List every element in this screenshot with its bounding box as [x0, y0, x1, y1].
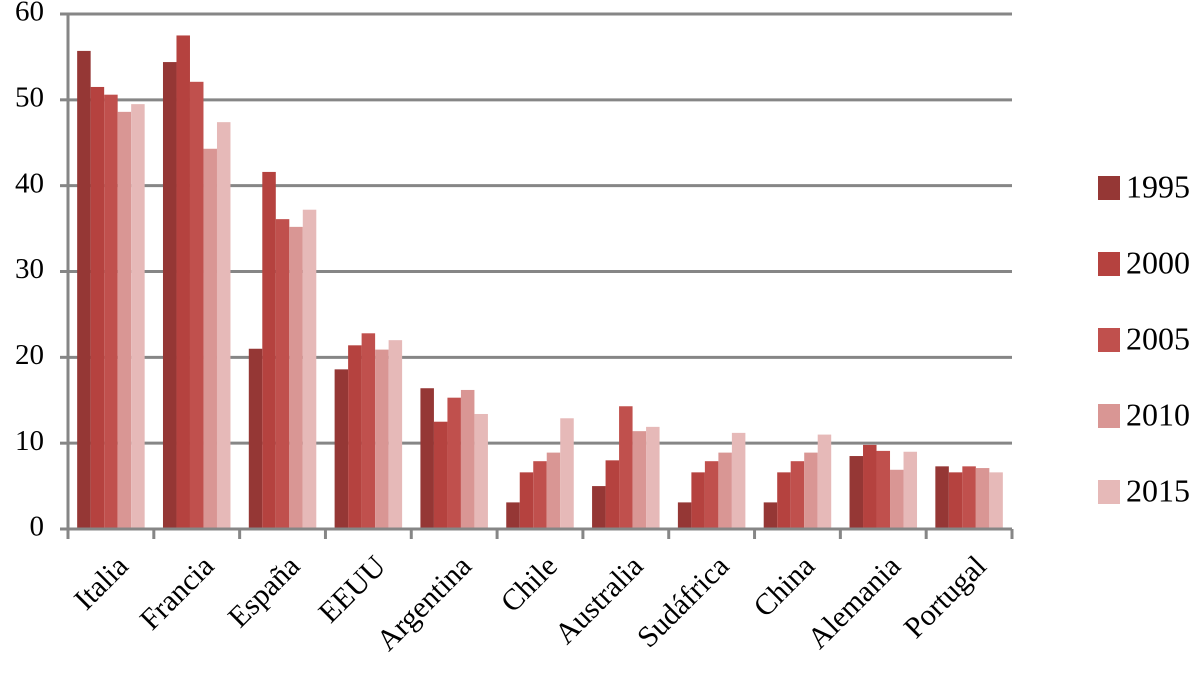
bar	[433, 421, 448, 529]
bar	[519, 472, 534, 529]
bar	[302, 209, 317, 529]
bar	[162, 62, 177, 530]
bar	[460, 389, 475, 529]
bar	[275, 219, 290, 529]
bar	[948, 472, 963, 529]
x-tick-label: China	[747, 549, 821, 623]
legend-swatch	[1098, 328, 1120, 352]
bar	[216, 122, 231, 530]
x-tick-label: Italia	[68, 549, 135, 616]
y-tick-label: 10	[15, 425, 44, 457]
legend-label: 2010	[1126, 396, 1190, 432]
x-tick-label: Chile	[495, 549, 564, 618]
x-tick-label: Argentina	[370, 549, 478, 657]
bar	[131, 104, 145, 529]
bar	[560, 418, 574, 529]
legend-swatch	[1098, 404, 1120, 428]
bar	[77, 50, 91, 530]
bar	[903, 451, 918, 529]
bar	[533, 461, 547, 529]
y-tick-label: 20	[15, 339, 44, 371]
x-tick-label: Francia	[134, 549, 221, 636]
bar	[763, 502, 778, 529]
bar	[890, 469, 904, 529]
bar	[104, 94, 118, 529]
bar	[975, 468, 990, 529]
bar	[731, 432, 746, 529]
legend-swatch	[1098, 252, 1120, 276]
y-tick-label: 60	[15, 0, 44, 28]
bar	[876, 450, 891, 529]
legend-swatch	[1098, 480, 1120, 504]
bar	[248, 348, 263, 529]
bar	[361, 333, 376, 529]
bar	[619, 406, 633, 529]
bar	[962, 466, 976, 529]
x-tick-label: España	[222, 549, 307, 634]
bar	[790, 461, 805, 529]
bar	[605, 460, 620, 529]
legend-label: 1995	[1126, 168, 1190, 204]
bar	[989, 472, 1003, 529]
bar	[704, 461, 719, 529]
bar	[546, 452, 561, 529]
legend-label: 2015	[1126, 472, 1190, 508]
bar	[189, 81, 204, 529]
bar	[176, 35, 190, 529]
bar	[375, 349, 389, 529]
legend-swatch	[1098, 176, 1120, 200]
bar	[203, 148, 217, 529]
x-tick-label: EEUU	[312, 549, 392, 629]
bar	[334, 369, 349, 529]
bar	[677, 502, 692, 529]
bar	[935, 466, 949, 529]
bar	[863, 444, 877, 529]
bar	[388, 340, 403, 529]
bar	[117, 111, 132, 529]
bar	[447, 397, 461, 529]
bar	[804, 452, 818, 529]
bar	[817, 434, 832, 529]
bar	[718, 452, 732, 529]
bar	[348, 345, 362, 529]
bar	[691, 472, 705, 529]
bar	[849, 456, 864, 529]
x-tick-label: Sudáfrica	[631, 549, 736, 654]
legend-label: 2005	[1126, 320, 1190, 356]
x-tick-label: Portugal	[898, 549, 993, 644]
bar	[646, 426, 660, 529]
bar	[777, 472, 791, 529]
y-tick-label: 50	[15, 81, 44, 113]
bar	[289, 226, 303, 529]
bar	[506, 502, 520, 529]
bar	[262, 171, 276, 529]
bar	[90, 86, 105, 529]
bar	[592, 486, 606, 529]
bar	[474, 413, 488, 529]
x-tick-label: Alemania	[801, 549, 907, 655]
legend-label: 2000	[1126, 244, 1190, 280]
y-tick-label: 30	[15, 253, 44, 285]
bar	[632, 431, 647, 529]
bar	[420, 388, 434, 529]
y-tick-label: 0	[30, 511, 45, 543]
y-tick-label: 40	[15, 167, 44, 199]
